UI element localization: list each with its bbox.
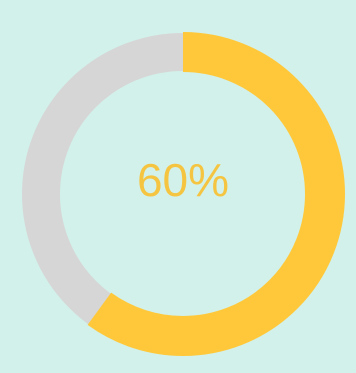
progress-percentage-label: 60% <box>136 154 230 206</box>
progress-fill <box>21 32 345 356</box>
